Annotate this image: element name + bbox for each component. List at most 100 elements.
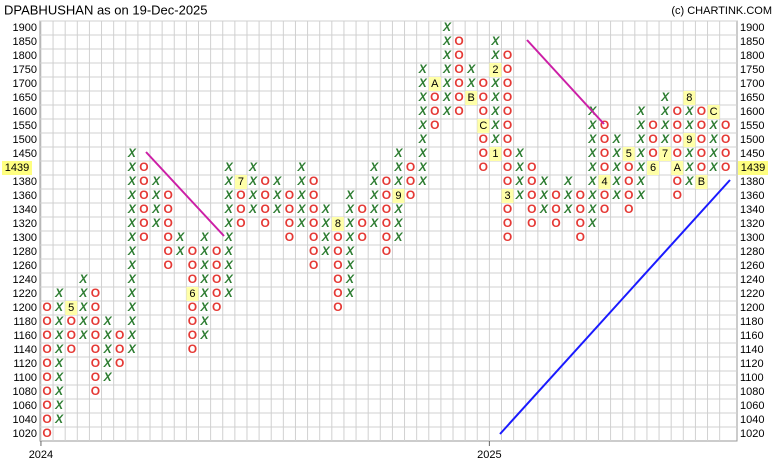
y-tick-label: 1340 [13, 204, 37, 216]
x-box: X [393, 174, 403, 188]
o-box: O [260, 216, 269, 230]
credit: (c) CHARTINK.COM [671, 5, 772, 17]
x-box: X [127, 216, 137, 230]
o-box: O [357, 202, 366, 216]
month-marker-box [647, 161, 659, 175]
x-box: X [103, 370, 113, 384]
x-box: X [466, 62, 476, 76]
x-box: X [490, 34, 500, 48]
x-box: X [200, 300, 210, 314]
x-box: X [442, 34, 452, 48]
x-box: X [127, 300, 137, 314]
o-box: O [503, 76, 512, 90]
x-box: X [200, 286, 210, 300]
o-box: O [164, 258, 173, 272]
last-price-label: 1439 [741, 162, 765, 174]
x-box: X [248, 202, 258, 216]
x-box: X [636, 118, 646, 132]
month-marker: B [468, 92, 475, 104]
x-box: X [587, 174, 597, 188]
month-marker-box [465, 91, 478, 105]
x-box: X [515, 160, 525, 174]
x-box: X [78, 272, 88, 286]
x-box: X [587, 216, 597, 230]
y-tick-label-right: 1900 [740, 22, 764, 34]
x-box: X [418, 146, 428, 160]
o-box: O [236, 188, 245, 202]
o-box: O [673, 132, 682, 146]
o-box: O [503, 216, 512, 230]
o-box: O [42, 426, 51, 440]
o-box: O [600, 146, 609, 160]
x-box: X [490, 118, 500, 132]
month-marker: 3 [504, 190, 510, 202]
trend-line [145, 151, 225, 237]
o-box: O [551, 216, 560, 230]
month-marker-box [331, 217, 344, 231]
o-box: O [212, 300, 221, 314]
o-box: O [333, 258, 342, 272]
o-box: O [285, 216, 294, 230]
y-tick-label: 1080 [13, 386, 37, 398]
x-box: X [393, 146, 403, 160]
y-tick-label-right: 1600 [740, 106, 764, 118]
month-marker: 7 [238, 176, 244, 188]
month-marker-box [489, 147, 502, 161]
o-box: O [236, 216, 245, 230]
x-box: X [248, 160, 258, 174]
x-box: X [466, 76, 476, 90]
o-box: O [576, 216, 585, 230]
x-box: X [224, 216, 234, 230]
o-box: O [309, 244, 318, 258]
o-box: O [188, 328, 197, 342]
x-box: X [515, 188, 525, 202]
x-box: X [587, 118, 597, 132]
o-box: O [406, 160, 415, 174]
x-box: X [127, 342, 137, 356]
y-tick-label-right: 1320 [740, 218, 764, 230]
o-box: O [406, 188, 415, 202]
o-box: O [309, 216, 318, 230]
y-tick-label-right: 1450 [740, 148, 764, 160]
y-tick-label-right: 1240 [740, 274, 764, 286]
o-box: O [479, 132, 488, 146]
o-box: O [260, 202, 269, 216]
month-marker-box [622, 147, 635, 161]
x-box: X [539, 188, 549, 202]
x-box: X [54, 286, 64, 300]
o-box: O [260, 188, 269, 202]
o-box: O [479, 90, 488, 104]
x-box: X [321, 202, 331, 216]
x-box: X [345, 272, 355, 286]
o-box: O [382, 216, 391, 230]
y-tick-label-right: 1800 [740, 50, 764, 62]
o-box: O [164, 202, 173, 216]
x-box: X [127, 202, 137, 216]
month-marker-box [695, 175, 708, 189]
month-marker-box [234, 175, 247, 189]
y-tick-label-right: 1500 [740, 134, 764, 146]
x-box: X [612, 146, 622, 160]
o-box: O [624, 174, 633, 188]
o-box: O [382, 244, 391, 258]
o-box: O [721, 118, 730, 132]
o-box: O [697, 132, 706, 146]
month-marker: 5 [68, 302, 74, 314]
o-box: O [479, 76, 488, 90]
o-box: O [164, 244, 173, 258]
x-box: X [369, 174, 379, 188]
y-tick-label: 1020 [13, 428, 37, 440]
x-box: X [563, 202, 573, 216]
x-box: X [127, 244, 137, 258]
o-box: O [503, 160, 512, 174]
y-tick-label-right: 1020 [740, 428, 764, 440]
o-box: O [42, 384, 51, 398]
y-tick-label: 1800 [13, 50, 37, 62]
y-tick-label-right: 1060 [740, 400, 764, 412]
y-tick-label-right: 1180 [740, 316, 764, 328]
o-box: O [576, 230, 585, 244]
month-marker: 9 [686, 134, 692, 146]
month-marker: A [674, 162, 682, 174]
x-box: X [369, 160, 379, 174]
x-box: X [684, 146, 694, 160]
